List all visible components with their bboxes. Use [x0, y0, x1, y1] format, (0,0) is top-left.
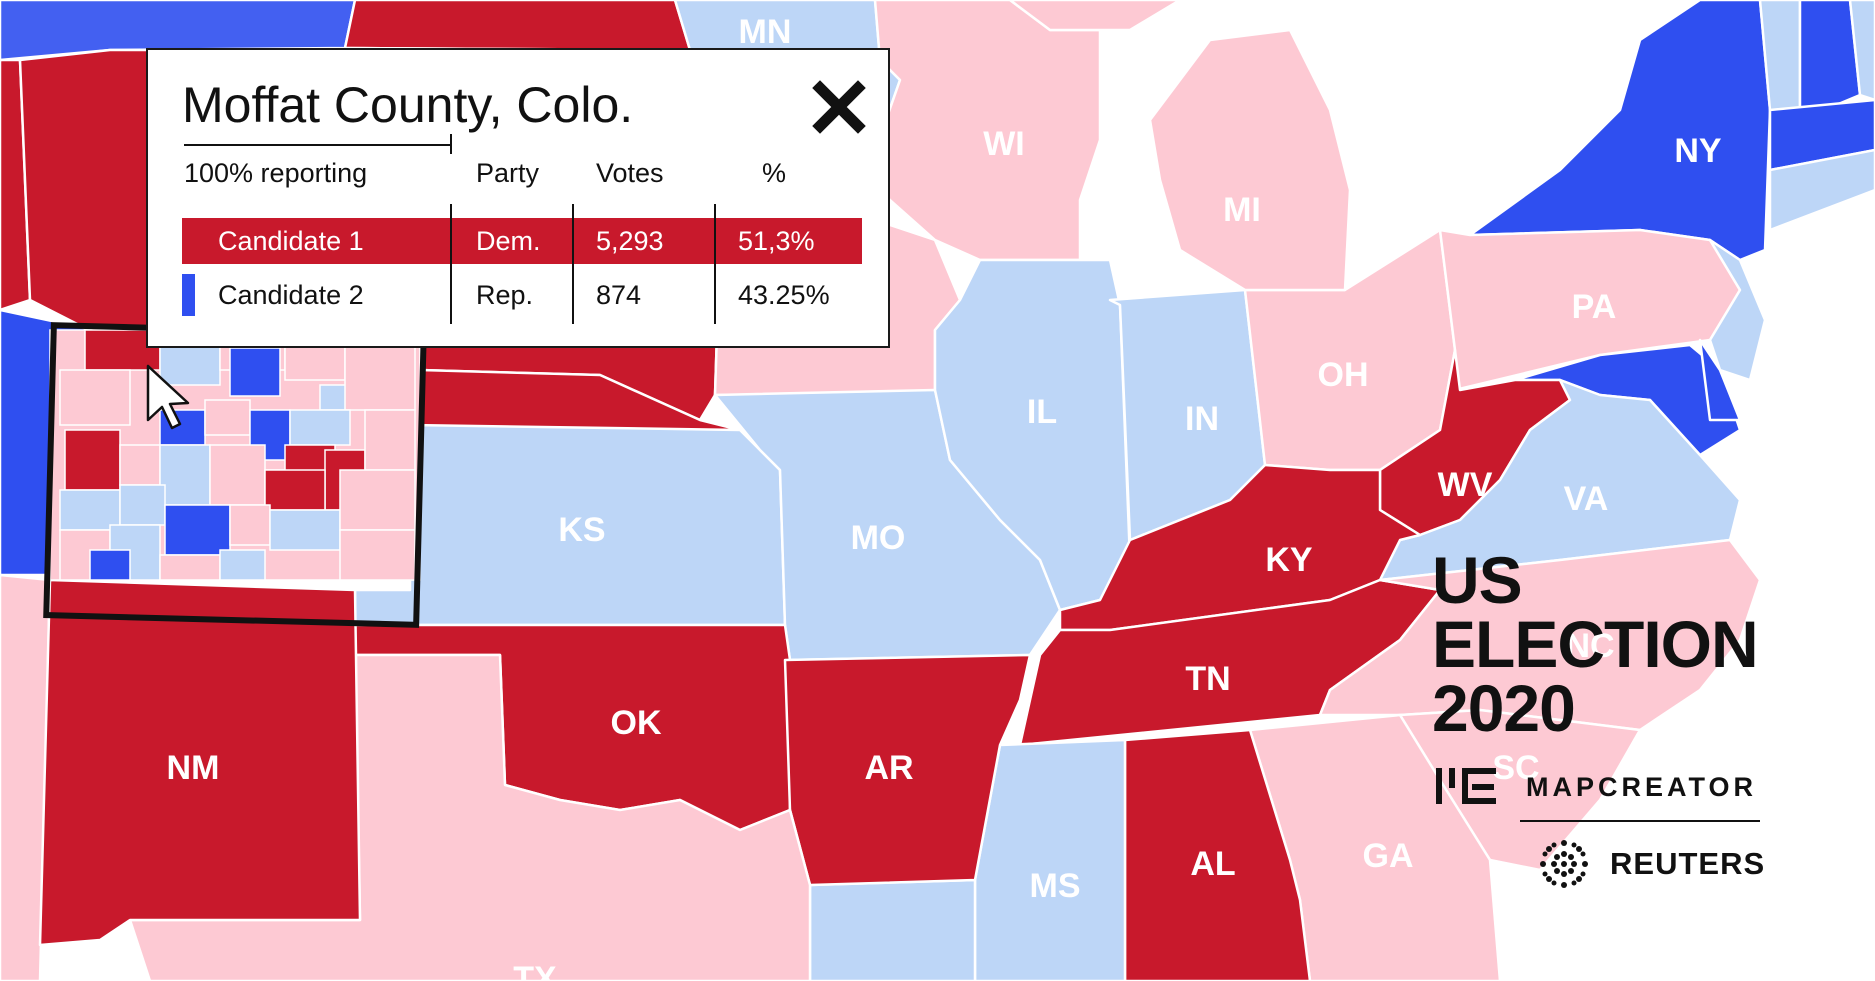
candidate-votes: 5,293 — [596, 226, 664, 256]
label-nm: NM — [167, 749, 220, 787]
popup-title: Moffat County, Colo. — [182, 77, 634, 133]
reporting-progress-tick — [450, 134, 452, 154]
label-sc: SC — [1492, 749, 1539, 787]
state-ma[interactable] — [1768, 98, 1875, 172]
mapcreator-logo: MAPCREATOR — [1436, 766, 1766, 806]
reuters-mark-icon — [1540, 840, 1588, 888]
reuters-name: REUTERS — [1610, 846, 1766, 881]
label-mi: MI — [1223, 191, 1261, 229]
candidate-votes: 874 — [596, 280, 642, 310]
title-line-1: US — [1432, 543, 1523, 617]
candidate-party: Dem. — [476, 226, 541, 256]
state-az[interactable] — [0, 573, 52, 981]
label-tn: TN — [1185, 660, 1230, 698]
mapcreator-mark-icon — [1436, 768, 1496, 804]
state-ky[interactable] — [1058, 463, 1422, 632]
cursor-icon — [146, 364, 190, 430]
label-ks: KS — [558, 511, 605, 549]
label-tx: TX — [513, 960, 557, 981]
candidate-percent: 43.25% — [738, 280, 830, 310]
state-me[interactable] — [1848, 0, 1875, 102]
label-ar: AR — [864, 749, 913, 787]
mapcreator-name: MAPCREATOR — [1526, 772, 1758, 802]
column-header-percent: % — [762, 158, 787, 188]
title-line-2: ELECTION — [1432, 607, 1759, 681]
colorado-counties — [43, 322, 427, 628]
state-de[interactable] — [1698, 338, 1742, 422]
table-divider — [714, 204, 716, 324]
state-mi-lower[interactable] — [1148, 28, 1352, 292]
label-nc: NC — [1565, 627, 1614, 665]
column-header-party: Party — [476, 158, 540, 188]
label-va: VA — [1564, 480, 1609, 518]
label-wi: WI — [983, 125, 1025, 163]
candidate-party: Rep. — [476, 280, 534, 310]
label-al: AL — [1190, 845, 1235, 883]
state-wy[interactable] — [18, 48, 152, 352]
state-ny[interactable] — [1468, 0, 1772, 262]
state-la[interactable] — [808, 878, 977, 981]
result-row-candidate-2: Candidate 2 Rep. 874 43.25% — [182, 272, 862, 318]
label-ok: OK — [611, 704, 662, 742]
label-oh: OH — [1318, 356, 1369, 394]
county-results-popup: Moffat County, Colo. 100% reporting Part… — [146, 48, 890, 348]
label-ms: MS — [1030, 867, 1081, 905]
candidate-percent: 51,3% — [738, 226, 815, 256]
label-mo: MO — [851, 519, 906, 557]
state-nd[interactable] — [343, 0, 692, 52]
reporting-progress-bar — [184, 144, 452, 146]
column-header-votes: Votes — [596, 158, 664, 188]
label-il: IL — [1027, 393, 1057, 431]
state-tx[interactable] — [128, 653, 812, 981]
state-nj[interactable] — [1708, 238, 1767, 382]
label-wv: WV — [1438, 466, 1493, 504]
state-al[interactable] — [1123, 728, 1312, 981]
election-title: US ELECTION 2020 — [1432, 543, 1762, 745]
reuters-logo: REUTERS — [1536, 836, 1776, 888]
candidate-name: Candidate 1 — [218, 226, 364, 256]
label-ny: NY — [1674, 132, 1722, 170]
close-icon[interactable] — [810, 78, 868, 136]
state-nm[interactable] — [38, 578, 362, 947]
title-line-3: 2020 — [1432, 671, 1576, 745]
candidate-name: Candidate 2 — [218, 280, 364, 310]
reporting-status: 100% reporting — [184, 158, 368, 188]
label-mn: MN — [739, 13, 792, 51]
brand-divider — [1520, 820, 1760, 822]
state-mi-upper[interactable] — [1008, 0, 1182, 32]
state-labels: MN WI MI NY PA OH IL IN KS MO WV VA KY T… — [167, 13, 1722, 981]
party-color-swatch — [182, 274, 195, 316]
table-divider — [450, 204, 452, 324]
state-ct[interactable] — [1768, 148, 1875, 232]
state-ms[interactable] — [973, 738, 1127, 981]
label-ga: GA — [1363, 837, 1414, 875]
table-divider — [572, 204, 574, 324]
result-row-candidate-1: Candidate 1 Dem. 5,293 51,3% — [182, 218, 862, 264]
label-ky: KY — [1265, 541, 1313, 579]
label-in: IN — [1185, 400, 1219, 438]
label-pa: PA — [1572, 288, 1617, 326]
